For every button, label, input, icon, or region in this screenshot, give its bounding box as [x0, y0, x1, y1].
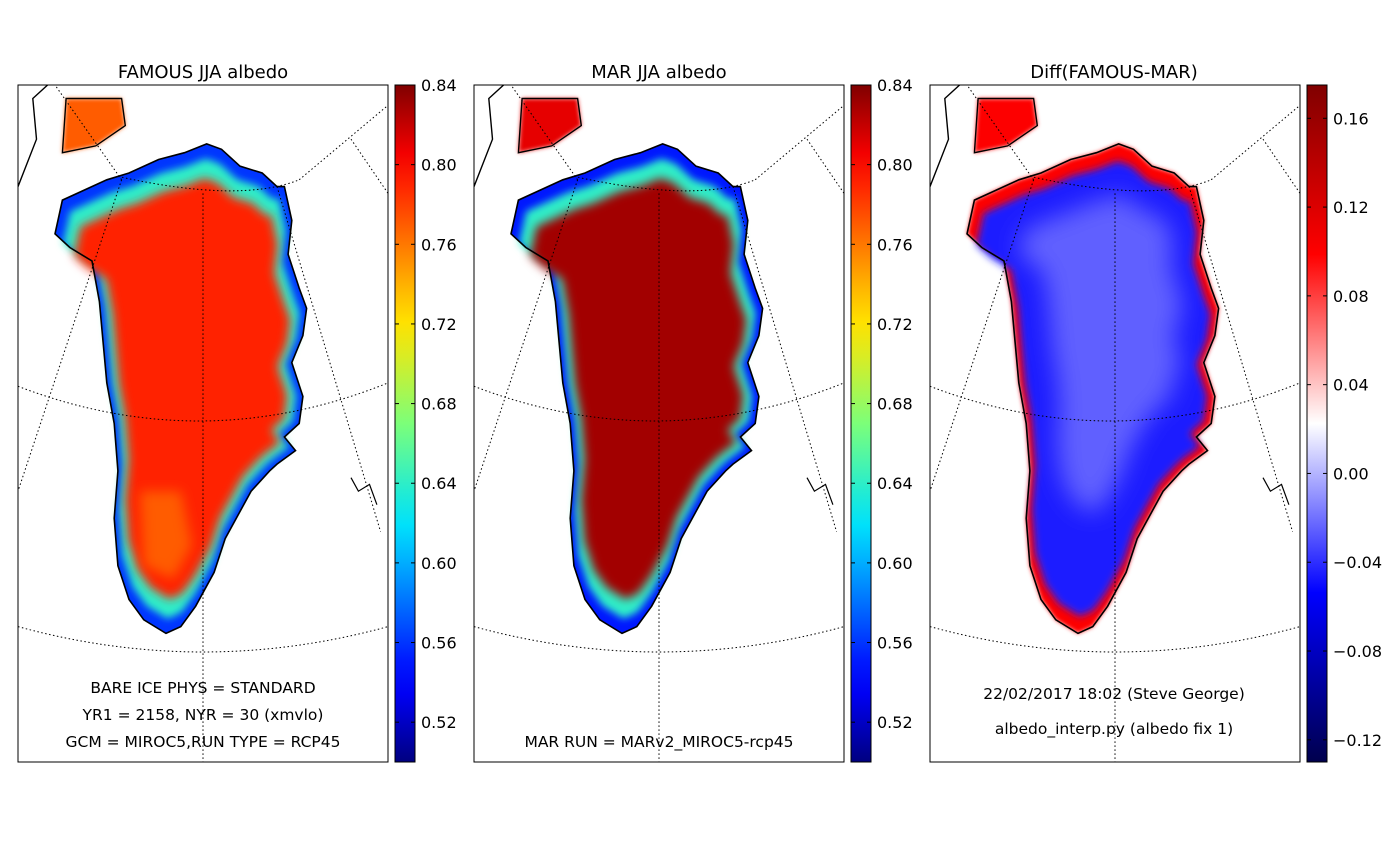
colorbar-tick-label: 0.76: [421, 235, 457, 254]
colorbar-tick-label: −0.12: [1333, 731, 1382, 750]
colorbar-tick-label: 0.08: [1333, 287, 1369, 306]
coastline-canada: [930, 85, 961, 187]
colorbar-gradient: [1306, 84, 1328, 763]
meridian-line: [1262, 138, 1300, 194]
colorbar-tick-label: 0.64: [877, 474, 913, 493]
axes-frame: [473, 84, 845, 763]
colorbar-tick-label: 0.56: [421, 634, 457, 653]
colorbar-tick-label: 0.84: [421, 76, 457, 95]
parallel-line: [1210, 104, 1300, 181]
coastline: [966, 143, 1220, 635]
coastline-ellesmere: [61, 97, 127, 154]
ice-sheet-interior: [74, 178, 291, 600]
panel-famous-albedo: FAMOUS JJA albedo BARE ICE PHYS = STANDA…: [17, 62, 457, 763]
panel-title: FAMOUS JJA albedo: [118, 62, 288, 83]
island-diff: [974, 98, 1038, 153]
colorbar-tick-label: 0.60: [421, 554, 457, 573]
ice-dome-south: [140, 491, 192, 580]
parallel-line: [18, 382, 388, 422]
island-ice: [518, 98, 582, 153]
coastline-iceland: [806, 477, 834, 505]
colorbar-tick-label: 0.84: [877, 76, 913, 95]
colorbar-tick-label: 0.72: [877, 315, 913, 334]
annotation-lines: BARE ICE PHYS = STANDARD YR1 = 2158, NYR…: [65, 679, 340, 751]
colorbar-tick-label: −0.08: [1333, 642, 1382, 661]
colorbar-tick-label: 0.52: [421, 713, 457, 732]
map-area: [17, 84, 389, 763]
annotation-lines: MAR RUN = MARv2_MIROC5-rcp45: [524, 733, 793, 752]
coastline-canada: [474, 85, 505, 187]
coastline-canada: [18, 85, 49, 187]
colorbar-tick-label: 0.00: [1333, 464, 1369, 483]
annotation-lines: 22/02/2017 18:02 (Steve George) albedo_i…: [983, 685, 1245, 739]
panel-title: Diff(FAMOUS-MAR): [1030, 62, 1197, 83]
colorbar-tick-label: 0.80: [877, 156, 913, 175]
annotation-line: BARE ICE PHYS = STANDARD: [90, 679, 315, 697]
meridian-line: [930, 179, 1035, 492]
coastline: [510, 143, 764, 635]
colorbar-tick-label: 0.68: [421, 395, 457, 414]
coastline-iceland: [1262, 477, 1290, 505]
ice-sheet-interior: [1018, 194, 1183, 513]
panel-difference: Diff(FAMOUS-MAR) 22/02/2017 18:02 (Steve…: [929, 62, 1382, 763]
map-area: [929, 84, 1301, 763]
annotation-line: 22/02/2017 18:02 (Steve George): [983, 685, 1245, 703]
colorbar-tick-label: −0.04: [1333, 553, 1382, 572]
meridian-line: [54, 85, 123, 181]
colorbar: 0.16 0.12 0.08 0.04 0.00 −0.04 −0.08 −0.12: [1306, 84, 1382, 763]
annotation-line: albedo_interp.py (albedo fix 1): [995, 720, 1233, 739]
coastline-ellesmere: [973, 97, 1039, 154]
map-layers: [474, 85, 844, 762]
parallel-line: [117, 175, 300, 192]
coastline-iceland: [350, 477, 378, 505]
colorbar: 0.84 0.80 0.76 0.72 0.68 0.64 0.60 0.56 0.52: [850, 76, 913, 763]
colorbar-tick-label: 0.56: [877, 634, 913, 653]
meridian-line: [276, 186, 382, 532]
map-layers: [930, 85, 1300, 762]
parallel-line: [1029, 175, 1212, 192]
annotation-line: MAR RUN = MARv2_MIROC5-rcp45: [524, 733, 793, 752]
annotation-line: GCM = MIROC5,RUN TYPE = RCP45: [65, 733, 340, 751]
panel-title: MAR JJA albedo: [591, 62, 726, 83]
axes-frame: [17, 84, 389, 763]
annotation-line: YR1 = 2158, NYR = 30 (xmvlo): [82, 706, 324, 724]
colorbar-tick-label: 0.04: [1333, 376, 1369, 395]
parallel-line: [573, 175, 756, 192]
island-ice: [62, 98, 126, 153]
meridian-line: [1188, 186, 1294, 532]
colorbar-tick-label: 0.80: [421, 156, 457, 175]
meridian-line: [732, 186, 838, 532]
colorbar-gradient: [394, 84, 416, 763]
meridian-line: [350, 138, 388, 194]
parallel-line: [754, 104, 844, 181]
colorbar-tick-label: 0.72: [421, 315, 457, 334]
colorbar-tick-label: 0.12: [1333, 198, 1369, 217]
meridian-line: [474, 179, 579, 492]
map-area: [473, 84, 845, 763]
meridian-line: [966, 85, 1035, 181]
map-layers: [18, 85, 388, 762]
panel-mar-albedo: MAR JJA albedo MAR RUN = MARv2_MIROC5-rc…: [473, 62, 913, 763]
colorbar: 0.84 0.80 0.76 0.72 0.68 0.64 0.60 0.56 0.52: [394, 76, 457, 763]
meridian-line: [510, 85, 579, 181]
colorbar-tick-label: 0.64: [421, 474, 457, 493]
colorbar-tick-label: 0.60: [877, 554, 913, 573]
meridian-line: [806, 138, 844, 194]
parallel-line: [930, 382, 1300, 422]
colorbar-tick-label: 0.76: [877, 235, 913, 254]
parallel-line: [298, 104, 388, 181]
coastline: [54, 143, 308, 635]
axes-frame: [929, 84, 1301, 763]
ice-sheet-interior: [530, 178, 747, 600]
colorbar-tick-label: 0.16: [1333, 109, 1369, 128]
meridian-line: [18, 179, 123, 492]
parallel-line: [474, 382, 844, 422]
colorbar-gradient: [850, 84, 872, 763]
colorbar-tick-label: 0.68: [877, 395, 913, 414]
coastline-ellesmere: [517, 97, 583, 154]
colorbar-tick-label: 0.52: [877, 713, 913, 732]
